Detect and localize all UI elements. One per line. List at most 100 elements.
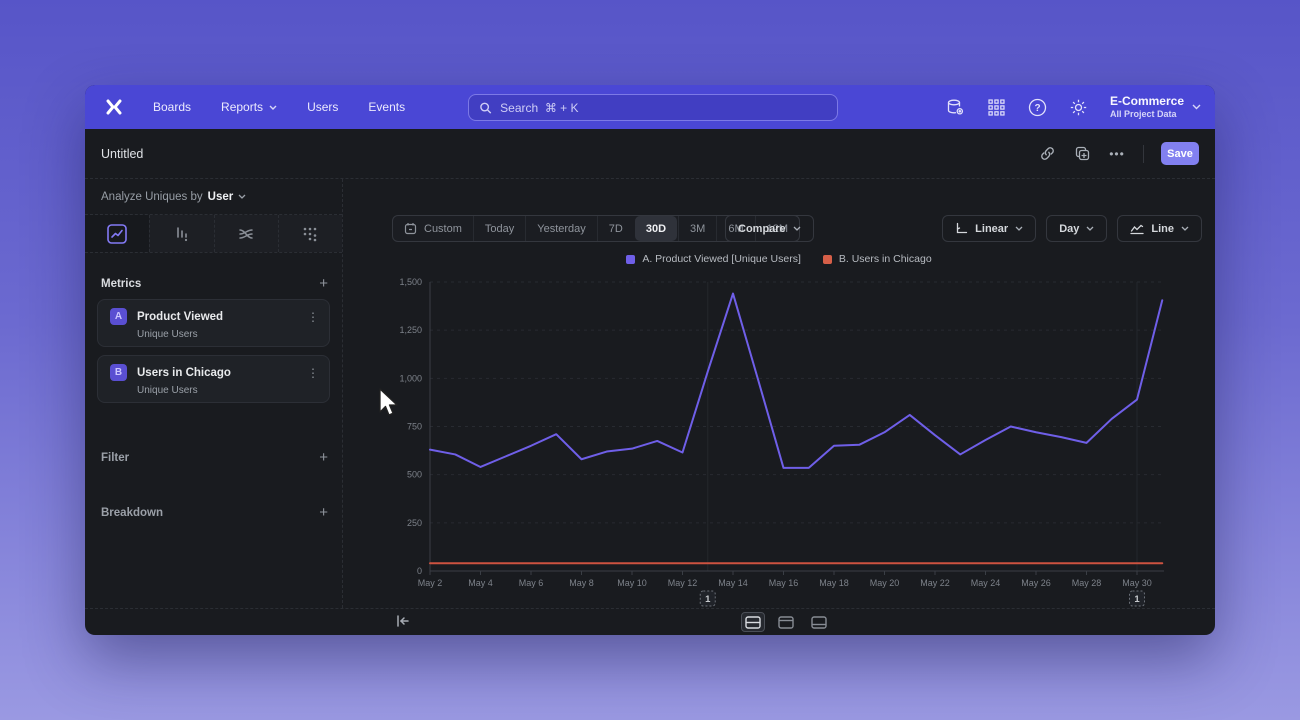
svg-text:May 22: May 22 xyxy=(920,578,950,588)
svg-text:May 30: May 30 xyxy=(1122,578,1152,588)
collapse-sidebar-button[interactable] xyxy=(395,614,413,630)
metric-subtitle[interactable]: Unique Users xyxy=(137,329,198,340)
tab-flows[interactable] xyxy=(213,215,278,252)
metric-menu-button[interactable]: ⋮ xyxy=(307,309,319,324)
svg-text:May 26: May 26 xyxy=(1021,578,1051,588)
tab-line-chart[interactable] xyxy=(85,215,150,252)
search-input[interactable] xyxy=(500,100,827,115)
svg-text:1,500: 1,500 xyxy=(399,277,422,287)
query-sidebar: Analyze Uniques by User Metrics + xyxy=(85,179,343,608)
range-yesterday[interactable]: Yesterday xyxy=(525,216,597,241)
range-6m[interactable]: 6M xyxy=(716,216,754,241)
mixpanel-logo-icon[interactable] xyxy=(101,94,127,120)
chevron-down-icon xyxy=(269,105,277,110)
svg-text:May 12: May 12 xyxy=(668,578,698,588)
metric-name: Users in Chicago xyxy=(137,366,231,379)
range-12m[interactable]: 12M xyxy=(754,216,799,241)
tab-metrics-grid[interactable] xyxy=(277,215,342,252)
calendar-icon xyxy=(404,223,417,235)
compare-button[interactable]: Compare xyxy=(725,215,814,242)
add-metric-button[interactable]: + xyxy=(319,275,328,292)
save-button[interactable]: Save xyxy=(1161,142,1199,165)
chart-legend: A. Product Viewed [Unique Users] B. Users… xyxy=(343,253,1215,265)
svg-text:May 10: May 10 xyxy=(617,578,647,588)
report-title[interactable]: Untitled xyxy=(101,146,144,161)
metric-menu-button[interactable]: ⋮ xyxy=(307,365,319,380)
tab-bar-chart[interactable] xyxy=(149,215,214,252)
data-management-icon[interactable] xyxy=(946,97,966,117)
nav-item-reports[interactable]: Reports xyxy=(221,100,277,114)
legend-item-0[interactable]: A. Product Viewed [Unique Users] xyxy=(626,253,801,265)
interval-dropdown[interactable]: Day xyxy=(1046,215,1108,242)
svg-text:May 18: May 18 xyxy=(819,578,849,588)
bar-chart-icon xyxy=(177,226,187,241)
svg-text:May 24: May 24 xyxy=(971,578,1001,588)
chevron-down-icon xyxy=(1181,226,1189,231)
linear-axis-icon xyxy=(957,222,968,234)
metric-name: Product Viewed xyxy=(137,310,224,323)
breakdown-label: Breakdown xyxy=(101,506,163,519)
project-name: E-Commerce xyxy=(1109,93,1184,108)
settings-gear-icon[interactable] xyxy=(1069,97,1089,117)
metric-subtitle[interactable]: Unique Users xyxy=(137,385,198,396)
metric-card-b[interactable]: B Users in Chicago ⋮ Unique Users xyxy=(97,355,330,403)
report-titlebar: Untitled ••• Save xyxy=(85,129,1215,179)
svg-text:May 20: May 20 xyxy=(870,578,900,588)
add-filter-button[interactable]: + xyxy=(319,449,328,466)
svg-text:1,250: 1,250 xyxy=(399,325,422,335)
apps-grid-icon[interactable] xyxy=(987,97,1007,117)
analyze-row: Analyze Uniques by User xyxy=(85,179,342,215)
layout-split-rows-button[interactable] xyxy=(741,612,765,632)
svg-text:May 14: May 14 xyxy=(718,578,748,588)
layout-toggle-group xyxy=(741,612,831,632)
svg-text:1: 1 xyxy=(705,594,711,605)
help-icon[interactable]: ? xyxy=(1028,97,1048,117)
search-bar[interactable] xyxy=(468,94,838,121)
analyze-by-dropdown[interactable]: User xyxy=(208,191,247,203)
nav-item-boards[interactable]: Boards xyxy=(153,100,192,114)
copy-link-icon[interactable] xyxy=(1038,145,1056,163)
range-custom[interactable]: Custom xyxy=(393,216,473,241)
range-7d[interactable]: 7D xyxy=(596,216,634,241)
project-subtitle: All Project Data xyxy=(1109,108,1177,119)
bottom-bar xyxy=(85,608,1215,635)
metric-badge-a: A xyxy=(110,308,127,325)
project-selector[interactable]: E-Commerce All Project Data xyxy=(1109,93,1201,119)
range-30d-selected[interactable]: 30D xyxy=(634,216,678,241)
legend-swatch xyxy=(626,254,636,264)
svg-text:May 28: May 28 xyxy=(1072,578,1102,588)
svg-text:750: 750 xyxy=(407,422,422,432)
chart-type-dropdown[interactable]: Line xyxy=(1117,215,1202,242)
nav-item-users[interactable]: Users xyxy=(307,100,339,114)
svg-text:May 16: May 16 xyxy=(769,578,799,588)
chevron-down-icon xyxy=(1086,226,1094,231)
more-options-button[interactable]: ••• xyxy=(1109,146,1125,161)
filter-section-header: Filter + xyxy=(101,449,328,466)
chevron-down-icon xyxy=(238,194,246,199)
svg-text:0: 0 xyxy=(417,566,422,576)
chart-toolbar: Custom Today Yesterday 7D 30D 3M 6M 12M … xyxy=(343,215,1215,242)
layout-panel-bottom-button[interactable] xyxy=(807,612,831,632)
chart-svg: 0 250 500 750 1,000 1,250 1,500 May 2 May 4 May 6… xyxy=(399,277,1164,607)
metrics-grid-icon xyxy=(304,227,317,241)
metric-card-a[interactable]: A Product Viewed ⋮ Unique Users xyxy=(97,299,330,347)
add-breakdown-button[interactable]: + xyxy=(319,504,328,521)
range-today[interactable]: Today xyxy=(472,216,525,241)
svg-text:?: ? xyxy=(1035,103,1041,114)
nav-item-events[interactable]: Events xyxy=(368,100,406,114)
scale-dropdown[interactable]: Linear xyxy=(942,215,1037,242)
range-3m[interactable]: 3M xyxy=(678,216,716,241)
chevron-down-icon xyxy=(1015,226,1023,231)
analyze-label: Analyze Uniques by xyxy=(101,190,203,203)
chevron-down-icon xyxy=(793,226,801,231)
duplicate-icon[interactable] xyxy=(1073,145,1091,163)
nav-menu: Boards Reports Users Events xyxy=(153,100,405,114)
date-range-control: Custom Today Yesterday 7D 30D 3M 6M 12M xyxy=(392,215,801,242)
line-chart[interactable]: 0 250 500 750 1,000 1,250 1,500 May 2 May 4 May 6… xyxy=(343,269,1193,619)
top-nav: Boards Reports Users Events ? xyxy=(85,85,1215,129)
svg-text:May 4: May 4 xyxy=(468,578,493,588)
layout-panel-top-button[interactable] xyxy=(774,612,798,632)
breakdown-section-header: Breakdown + xyxy=(101,504,328,521)
legend-item-1[interactable]: B. Users in Chicago xyxy=(822,253,932,265)
